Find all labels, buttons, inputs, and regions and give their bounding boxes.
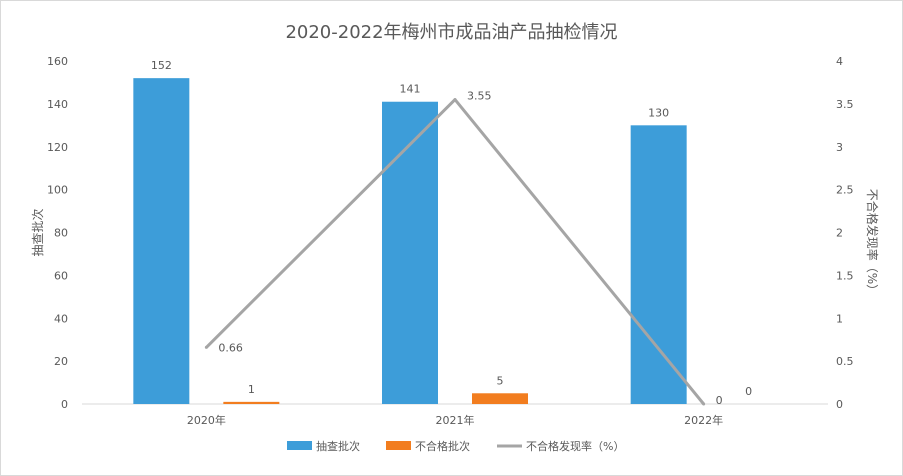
y2-axis-title: 不合格发现率（%） bbox=[865, 189, 880, 296]
y2-tick-label: 3.5 bbox=[836, 98, 854, 111]
line-point bbox=[204, 345, 208, 349]
legend-swatch bbox=[386, 441, 411, 450]
y-tick-label: 100 bbox=[47, 184, 68, 197]
data-label: 1 bbox=[248, 383, 255, 396]
y-tick-label: 0 bbox=[61, 398, 68, 411]
legend-label: 抽查批次 bbox=[316, 439, 360, 453]
legend-label: 不合格批次 bbox=[415, 439, 470, 453]
y-tick-label: 40 bbox=[54, 312, 68, 325]
y-tick-label: 140 bbox=[47, 98, 68, 111]
y-tick-label: 120 bbox=[47, 141, 68, 154]
legend-swatch bbox=[287, 441, 312, 450]
data-label: 141 bbox=[400, 83, 421, 96]
data-label: 0 bbox=[745, 385, 752, 398]
y2-tick-label: 1 bbox=[836, 312, 843, 325]
x-tick-label: 2022年 bbox=[684, 413, 723, 427]
y-tick-label: 60 bbox=[54, 269, 68, 282]
data-label: 130 bbox=[648, 106, 669, 119]
line-point bbox=[453, 98, 457, 102]
y2-tick-label: 2 bbox=[836, 227, 843, 240]
y2-tick-label: 1.5 bbox=[836, 269, 854, 282]
x-tick-label: 2021年 bbox=[436, 413, 475, 427]
y2-tick-label: 3 bbox=[836, 141, 843, 154]
line-data-label: 0.66 bbox=[218, 341, 243, 354]
x-tick-label: 2020年 bbox=[187, 413, 226, 427]
y2-tick-label: 4 bbox=[836, 55, 843, 68]
bar bbox=[223, 401, 280, 404]
y-tick-label: 160 bbox=[47, 55, 68, 68]
chart-title: 2020-2022年梅州市成品油产品抽检情况 bbox=[285, 22, 618, 43]
y-axis-title: 抽查批次 bbox=[30, 208, 45, 256]
y-tick-label: 20 bbox=[54, 355, 68, 368]
line-data-label: 0 bbox=[716, 394, 723, 407]
y-tick-label: 80 bbox=[54, 227, 68, 240]
bar bbox=[382, 101, 438, 404]
data-label: 152 bbox=[151, 59, 172, 72]
data-label: 5 bbox=[497, 374, 504, 387]
y2-tick-label: 0.5 bbox=[836, 355, 854, 368]
y2-tick-label: 2.5 bbox=[836, 184, 854, 197]
y2-tick-label: 0 bbox=[836, 398, 843, 411]
line-point bbox=[702, 402, 706, 406]
line-series bbox=[205, 98, 705, 405]
bar bbox=[133, 78, 190, 405]
bar bbox=[630, 125, 687, 404]
line-data-label: 3.55 bbox=[467, 90, 492, 103]
legend-label: 不合格发现率（%） bbox=[526, 439, 624, 453]
bar bbox=[472, 393, 528, 404]
